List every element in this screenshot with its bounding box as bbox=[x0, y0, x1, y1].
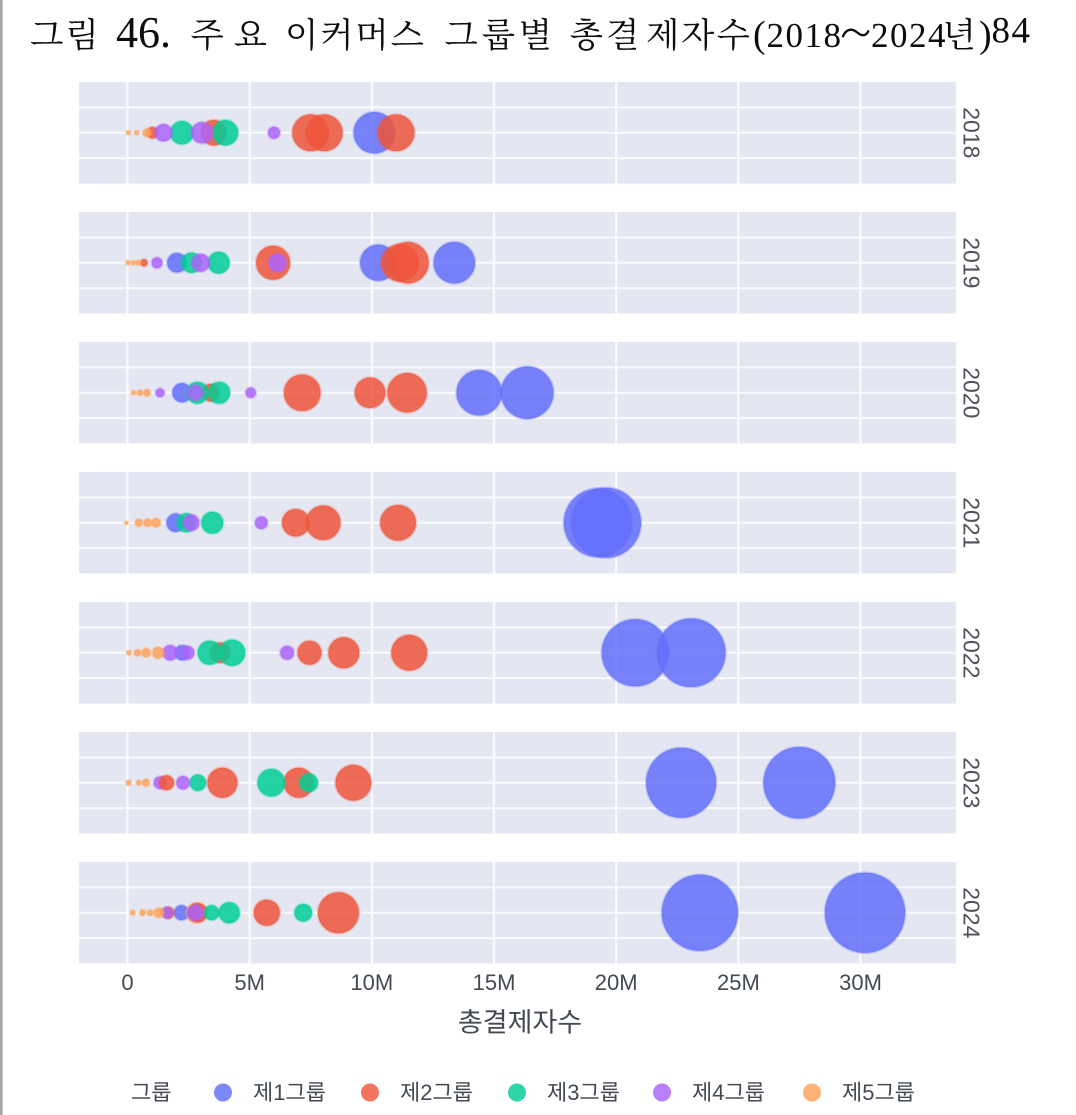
svg-text:84: 84 bbox=[992, 11, 1032, 52]
svg-text:46.: 46. bbox=[116, 8, 171, 57]
svg-text:2: 2 bbox=[420, 1080, 432, 1105]
svg-text:4: 4 bbox=[712, 1080, 724, 1105]
svg-text:20M: 20M bbox=[595, 970, 638, 995]
svg-text:10M: 10M bbox=[350, 970, 393, 995]
svg-text:): ) bbox=[979, 14, 992, 56]
svg-text:25M: 25M bbox=[717, 970, 760, 995]
svg-text:2018: 2018 bbox=[959, 107, 985, 158]
svg-text:30M: 30M bbox=[839, 970, 882, 995]
svg-text:2018: 2018 bbox=[767, 16, 843, 55]
svg-text:2023: 2023 bbox=[959, 757, 985, 808]
svg-text:5: 5 bbox=[862, 1080, 874, 1105]
svg-text:5M: 5M bbox=[234, 970, 265, 995]
svg-text:2024: 2024 bbox=[959, 887, 985, 938]
svg-text:(: ( bbox=[753, 14, 766, 56]
svg-text:2019: 2019 bbox=[959, 237, 985, 288]
svg-text:2020: 2020 bbox=[959, 367, 985, 418]
svg-text:2021: 2021 bbox=[959, 497, 985, 548]
svg-text:3: 3 bbox=[567, 1080, 579, 1105]
svg-text:15M: 15M bbox=[473, 970, 516, 995]
svg-text:2024: 2024 bbox=[871, 16, 947, 55]
svg-text:2022: 2022 bbox=[959, 627, 985, 678]
svg-text:0: 0 bbox=[121, 970, 133, 995]
svg-text:1: 1 bbox=[273, 1080, 285, 1105]
